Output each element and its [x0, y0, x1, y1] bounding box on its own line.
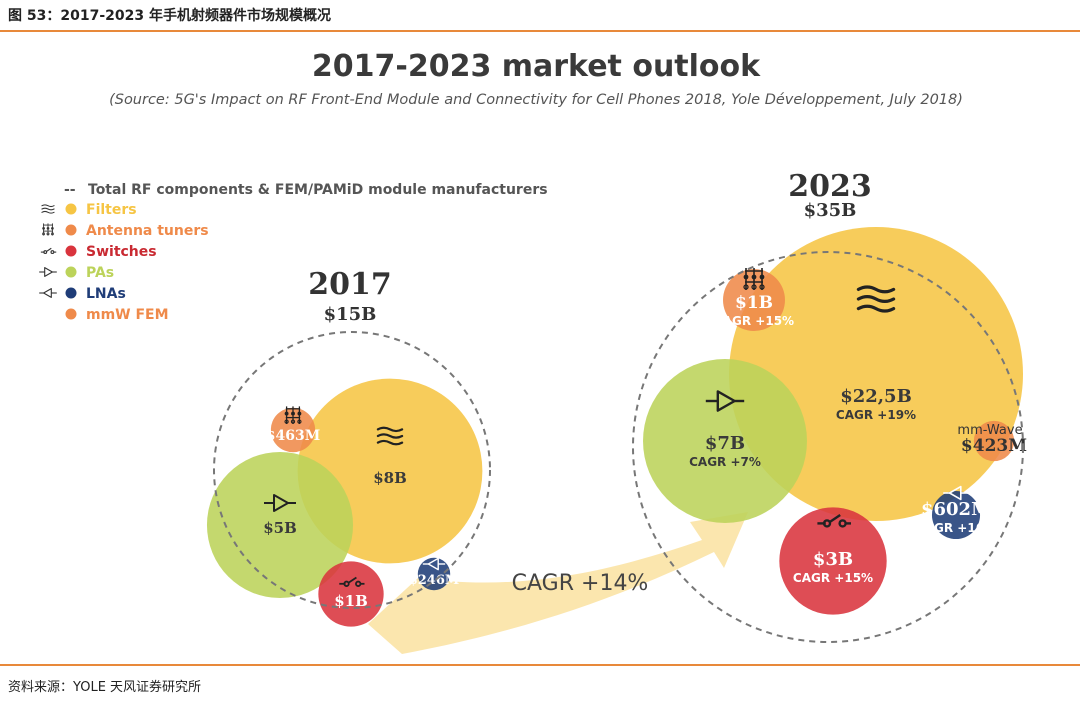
bubble-2017-switches-circle: [318, 561, 384, 627]
bubble-2017-filters-value: $8B: [373, 469, 407, 487]
legend-header: Total RF components & FEM/PAMiD module m…: [88, 182, 548, 198]
bubble-2017-pas: $5B: [206, 451, 354, 599]
bubble-2017-tuners-circle: [270, 407, 316, 453]
bubble-2023-switches-circle: [779, 507, 887, 615]
year-label-2017: 2017: [308, 267, 392, 302]
lna-amplifier-icon: [39, 288, 57, 298]
bubble-2017-switches-value: $1B: [334, 592, 368, 610]
boundary-2017: [213, 331, 491, 609]
legend-label-filters: Filters: [86, 202, 137, 218]
pa-amplifier-icon: [264, 494, 296, 512]
lna-amplifier-icon: [422, 557, 446, 571]
pa-amplifier-icon: [705, 390, 745, 412]
bubble-2023-mmw-circle: [973, 420, 1015, 462]
bubble-2023-filters-value: $22,5B: [840, 386, 912, 407]
year-total-2023: $35B: [804, 200, 857, 221]
legend-swatch-filters: [65, 203, 77, 215]
bubble-2023-mmw-value: $423M: [961, 436, 1027, 456]
legend-item-mmw: mmW FEM: [65, 307, 169, 323]
legend-item-lnas: LNAs: [39, 286, 126, 302]
legend-swatch-switches: [65, 245, 77, 257]
bubble-2017-tuners-value: $463M: [266, 428, 320, 444]
legend: -- Total RF components & FEM/PAMiD modul…: [39, 182, 548, 323]
legend-dash-marker: --: [64, 182, 76, 198]
pa-amplifier-icon: [39, 267, 57, 277]
boundary-2023: [632, 251, 1024, 643]
bottom-rule: [0, 664, 1080, 666]
source-note: 资料来源：YOLE 天风证券研究所: [8, 680, 202, 695]
bubble-2023-lnas-circle: [931, 490, 981, 540]
legend-swatch-pas: [65, 266, 77, 278]
bubble-2017-lnas-circle: [417, 557, 451, 591]
year-group-2017: $8B $5B $1B $463M $246M 2017 $15B: [206, 267, 491, 627]
bubble-2023-switches-value: $3B: [813, 549, 853, 570]
growth-arrow: [368, 512, 748, 654]
bubble-2023-pas-value: $7B: [705, 433, 745, 454]
bubble-2023-mmw: mm-Wave$423M: [957, 420, 1027, 462]
bubble-2017-lnas: $246M: [409, 557, 460, 591]
legend-label-tuners: Antenna tuners: [86, 223, 209, 239]
antenna-tuner-icon: [284, 406, 302, 424]
legend-label-pas: PAs: [86, 265, 114, 281]
legend-swatch-tuners: [65, 224, 77, 236]
switch-icon: [339, 576, 365, 587]
switch-icon: [817, 514, 851, 528]
legend-swatch-mmw: [65, 308, 77, 320]
bubble-2023-lnas-value: $602M: [921, 499, 991, 520]
bubble-2023-tuners-value: $1B: [735, 293, 773, 313]
legend-item-filters: Filters: [41, 202, 137, 218]
bubble-2023-pas-cagr: CAGR +7%: [689, 455, 761, 469]
figure-caption: 图 53：2017-2023 年手机射频器件市场规模概况: [8, 8, 331, 24]
year-total-2017: $15B: [324, 304, 377, 325]
legend-item-switches: Switches: [40, 244, 157, 260]
bubble-2017-pas-value: $5B: [263, 519, 297, 537]
legend-label-lnas: LNAs: [86, 286, 126, 302]
bubble-2017-pas-circle: [206, 451, 354, 599]
legend-swatch-lnas: [65, 287, 77, 299]
bubble-2017-switches: $1B: [318, 561, 384, 627]
switch-icon: [40, 247, 57, 255]
filter-wave-icon: [376, 426, 404, 446]
legend-label-switches: Switches: [86, 244, 157, 260]
chart-title: 2017-2023 market outlook: [312, 49, 761, 84]
market-outlook-chart: 2017-2023 market outlook (Source: 5G's I…: [39, 49, 1027, 654]
bubble-2023-filters-cagr: CAGR +19%: [836, 408, 916, 422]
overall-cagr-label: CAGR +14%: [512, 571, 649, 596]
legend-item-pas: PAs: [39, 265, 114, 281]
bubble-2023-tuners-cagr: CAGR +15%: [714, 314, 794, 328]
chart-subtitle: (Source: 5G's Impact on RF Front-End Mod…: [109, 92, 963, 108]
year-label-2023: 2023: [788, 169, 872, 204]
bubble-2023-tuners-circle: [723, 269, 785, 331]
legend-item-tuners: Antenna tuners: [42, 223, 209, 239]
lna-amplifier-icon: [943, 485, 969, 501]
bubble-2023-switches-cagr: CAGR +15%: [793, 571, 873, 585]
bubble-2023-mmw-name: mm-Wave: [957, 423, 1022, 438]
top-rule: [0, 30, 1080, 32]
bubble-2017-tuners: $463M: [266, 406, 320, 453]
bubble-2023-lnas-cagr: CAGR +16%: [916, 521, 996, 535]
bubble-2023-pas-circle: [643, 359, 807, 523]
antenna-tuner-icon: [42, 223, 54, 236]
legend-label-mmw: mmW FEM: [86, 307, 169, 323]
antenna-tuner-icon: [743, 268, 765, 290]
bubble-2017-lnas-value: $246M: [409, 573, 460, 588]
filter-wave-icon: [41, 204, 55, 214]
filter-wave-icon: [856, 285, 896, 313]
